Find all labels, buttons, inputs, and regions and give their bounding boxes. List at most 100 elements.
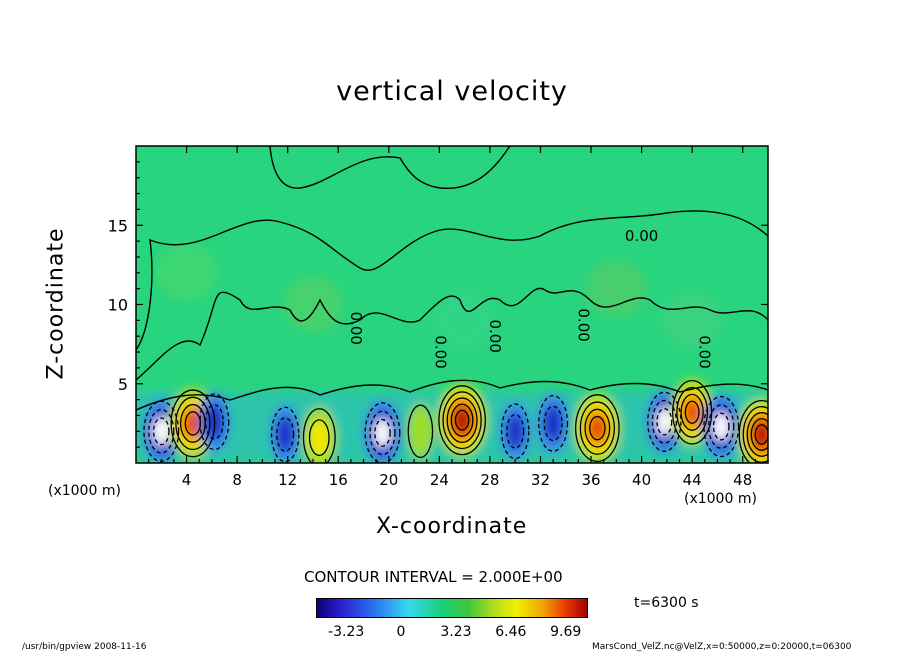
x-tick-label: 28 (480, 471, 499, 489)
field-core (184, 410, 202, 436)
field-core (754, 423, 768, 445)
contour-line (269, 146, 511, 189)
x-unit-left: (x1000 m) (48, 483, 121, 499)
x-tick-label: 24 (430, 471, 449, 489)
colorbar-tick-label: 9.69 (550, 624, 582, 640)
colorbar-tick-label: -3.23 (328, 624, 365, 640)
x-tick-label: 44 (683, 471, 702, 489)
core-contour (584, 408, 611, 448)
core-contour (651, 399, 677, 444)
field-core (152, 416, 170, 446)
core-contour (712, 412, 730, 441)
x-tick-label: 8 (232, 471, 242, 489)
core-contour (148, 408, 175, 454)
core-contour (204, 404, 224, 440)
y-tick-label: 10 (108, 296, 128, 315)
contour-label: 0.00 (486, 319, 504, 352)
time-label: t=6300 s (634, 595, 699, 611)
core-contour (684, 400, 700, 424)
core-contour (450, 403, 474, 437)
core-contour (703, 395, 740, 458)
core-contour (676, 386, 709, 438)
core-contour (574, 394, 620, 463)
core-contour (152, 417, 170, 446)
core-contour (538, 394, 569, 452)
field-core (407, 402, 434, 460)
y-tick-label: 15 (108, 216, 128, 235)
colorbar-tick-label: 6.46 (495, 624, 527, 640)
x-tick-label: 4 (182, 471, 192, 489)
contour-label: 0.00 (347, 312, 365, 345)
field-core (656, 407, 673, 437)
field-core (454, 409, 470, 431)
core-contour (454, 409, 470, 431)
x-tick-label: 20 (379, 471, 398, 489)
core-contour (589, 415, 606, 441)
x-tick-label: 12 (278, 471, 297, 489)
footer-command: /usr/bin/gpview 2008-11-16 (22, 642, 147, 652)
x-tick-label: 48 (733, 471, 752, 489)
core-contour (446, 397, 478, 443)
y-axis-label: Z-coordinate (43, 227, 69, 380)
core-contour (442, 391, 482, 450)
x-tick-label: 16 (329, 471, 348, 489)
core-contour (754, 424, 768, 445)
field-core (589, 415, 606, 441)
core-contour (500, 403, 530, 460)
field-patch (586, 260, 647, 317)
y-tick-label: 5 (118, 375, 128, 394)
chart-title: vertical velocity (336, 76, 568, 107)
field-core (543, 404, 563, 442)
core-contour (308, 419, 330, 457)
contour-label: 0.00 (625, 227, 658, 245)
colorbar-tick-label: 0 (396, 624, 406, 640)
x-unit-right: (x1000 m) (684, 491, 757, 507)
core-contour (506, 413, 525, 449)
contour-interval: CONTOUR INTERVAL = 2.000E+00 (304, 568, 563, 586)
field-patch (156, 244, 217, 301)
contour-line (136, 287, 768, 381)
x-tick-label: 36 (581, 471, 600, 489)
core-contour (270, 406, 300, 463)
core-contour (543, 405, 563, 442)
colorbar-tick-label: 3.23 (440, 624, 472, 640)
core-contour (199, 393, 230, 451)
core-contour (369, 410, 396, 456)
contour-label: 0.00 (432, 335, 450, 368)
core-contour (672, 379, 713, 445)
core-contour (407, 404, 434, 459)
contour-label: 0.00 (696, 335, 714, 368)
contour-line (136, 379, 768, 411)
footer-source: MarsCond_VelZ.nc@VelZ,x=0:50000,z=0:2000… (592, 642, 852, 652)
field-core (374, 418, 391, 448)
core-contour (680, 393, 704, 431)
colorbar (316, 598, 588, 618)
core-contour (656, 408, 673, 436)
contour-label: 0.00 (574, 308, 592, 341)
core-contour (746, 412, 768, 457)
core-contour (579, 401, 616, 455)
core-contour (374, 418, 391, 447)
contour-line (136, 210, 768, 351)
field-patch (434, 292, 495, 349)
field-core (712, 412, 730, 442)
core-contour (170, 389, 216, 458)
core-contour (276, 417, 295, 452)
core-contour (302, 408, 336, 463)
field-core (684, 400, 700, 425)
x-axis-label: X-coordinate (376, 514, 528, 539)
field-patch (662, 292, 723, 349)
x-tick-label: 32 (531, 471, 550, 489)
core-contour (647, 391, 682, 452)
field-core (308, 418, 330, 457)
core-contour (708, 404, 735, 449)
core-contour (438, 385, 486, 456)
core-contour (750, 418, 768, 451)
core-contour (179, 403, 206, 443)
field-patch (282, 276, 343, 333)
core-contour (175, 396, 211, 451)
field-core (276, 416, 295, 453)
field-core (506, 413, 525, 450)
core-contour (738, 399, 768, 463)
